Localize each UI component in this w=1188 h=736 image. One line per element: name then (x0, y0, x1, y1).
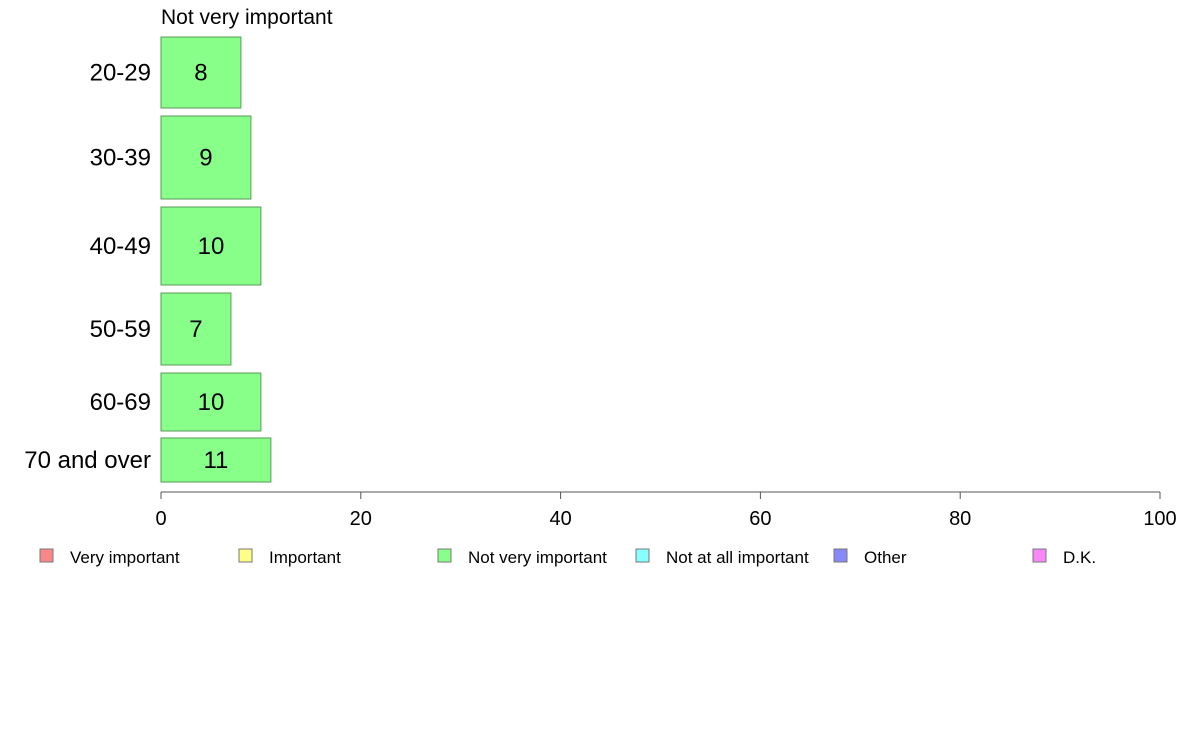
bars: 8 20-29 9 30-39 10 40-49 7 50-59 10 60-69 11 70 and… (24, 36, 272, 483)
x-tick-label: 40 (549, 508, 571, 530)
legend-swatch (437, 548, 452, 563)
x-tick-label: 60 (749, 508, 771, 530)
bar-50-59 (160, 292, 232, 366)
bar-60-69 (160, 372, 262, 432)
x-tick-label: 0 (155, 508, 166, 530)
data-label: 8 (194, 60, 207, 87)
bar-40-49 (160, 206, 262, 286)
legend: Very important Important Not very importan… (39, 548, 1096, 567)
legend-label: Other (864, 548, 907, 567)
legend-swatch (39, 548, 54, 563)
category-label: 30-39 (90, 145, 151, 172)
data-label: 10 (198, 389, 225, 416)
bar-20-29 (160, 36, 242, 109)
category-label: 40-49 (90, 233, 151, 260)
data-label: 11 (203, 447, 228, 474)
legend-label: Very important (70, 548, 180, 567)
bar-70-and-over (160, 437, 272, 483)
panel-title: Not very important (161, 6, 333, 29)
category-label: 70 and over (24, 447, 151, 474)
legend-swatch (238, 548, 253, 563)
category-label: 60-69 (90, 389, 151, 416)
x-tick-label: 80 (949, 508, 971, 530)
legend-swatch (1032, 548, 1047, 563)
x-tick-label: 20 (350, 508, 372, 530)
data-label: 7 (189, 316, 202, 343)
data-label: 10 (198, 233, 225, 260)
category-label: 20-29 (90, 60, 151, 87)
x-axis: 0 20 40 60 80 100 (155, 491, 1177, 530)
category-label: 50-59 (90, 316, 151, 343)
legend-swatch (833, 548, 848, 563)
legend-label: Important (269, 548, 341, 567)
legend-label: Not very important (468, 548, 607, 567)
legend-label: D.K. (1063, 548, 1096, 567)
data-label: 9 (199, 145, 212, 172)
bar-30-39 (160, 115, 252, 200)
legend-label: Not at all important (666, 548, 809, 567)
x-tick-label: 100 (1143, 508, 1176, 530)
legend-swatch (635, 548, 650, 563)
